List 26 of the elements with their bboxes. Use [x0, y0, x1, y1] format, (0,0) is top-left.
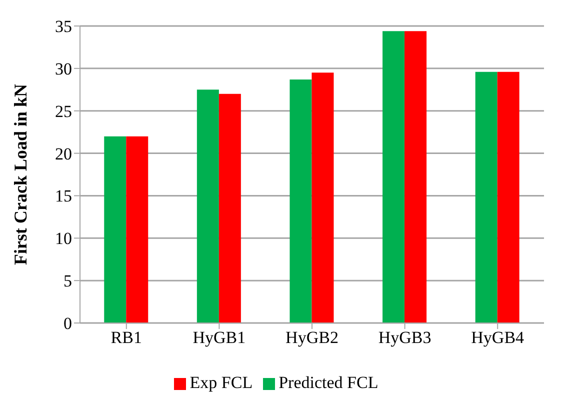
bar	[475, 72, 498, 323]
legend-label: Exp FCL	[190, 373, 253, 392]
bar	[404, 31, 427, 323]
bar	[497, 72, 520, 323]
legend-label: Predicted FCL	[278, 373, 378, 392]
bar	[104, 136, 126, 323]
y-tick-label: 25	[55, 102, 72, 121]
x-tick-label: HyGB3	[378, 328, 432, 348]
y-tick-label: 10	[55, 229, 72, 248]
bar	[218, 94, 241, 323]
y-tick-label: 0	[64, 314, 72, 334]
bar	[382, 31, 405, 323]
bar	[290, 79, 312, 323]
y-tick-label: 35	[55, 17, 72, 36]
y-tick-label: 20	[55, 144, 72, 164]
bar	[196, 90, 219, 323]
y-tick-label: 15	[55, 186, 72, 206]
bar	[312, 72, 334, 323]
y-tick-label: 5	[64, 272, 72, 291]
x-tick-label: HyGB4	[471, 328, 525, 348]
y-tick-label: 30	[55, 59, 72, 78]
x-tick-label: RB1	[110, 328, 142, 348]
x-tick-label: HyGB1	[192, 328, 246, 348]
bar	[126, 136, 148, 323]
x-tick-label: HyGB2	[286, 328, 338, 348]
y-axis-title: First Crack Load in kN	[10, 84, 30, 266]
